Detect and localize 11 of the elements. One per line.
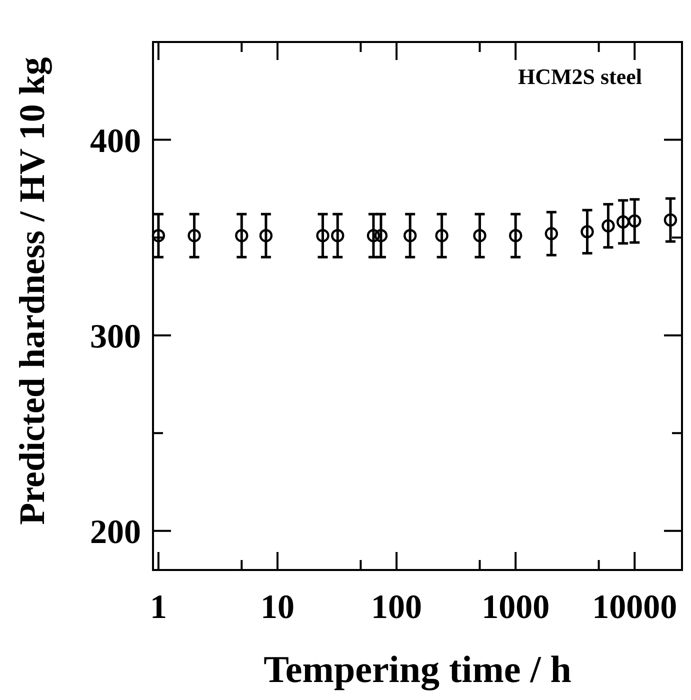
- y-axis-title: Predicted hardness / HV 10 kg: [12, 57, 52, 525]
- x-tick-label: 10: [260, 589, 294, 626]
- x-tick-label: 1000: [482, 589, 550, 626]
- x-tick-label: 100: [371, 589, 422, 626]
- y-tick-label: 400: [90, 122, 141, 160]
- x-axis-title: Tempering time / h: [264, 649, 572, 691]
- x-tick-label: 1: [150, 589, 167, 626]
- y-tick-label: 300: [90, 318, 141, 356]
- x-tick-label: 10000: [592, 589, 678, 626]
- y-tick-label: 200: [90, 514, 141, 551]
- annotation: HCM2S steel: [518, 64, 642, 89]
